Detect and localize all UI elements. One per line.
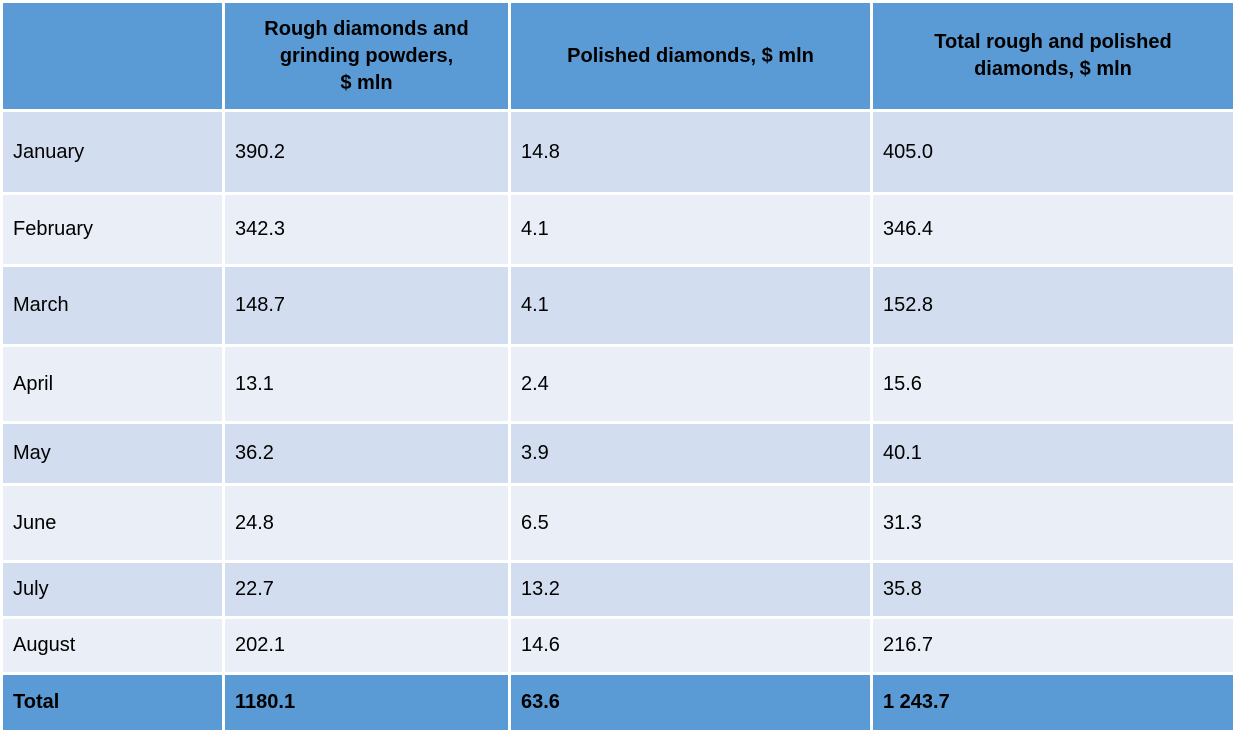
header-rough: Rough diamonds and grinding powders, $ m… xyxy=(222,0,511,112)
table-row: May 36.2 3.9 40.1 xyxy=(0,421,1236,486)
header-month xyxy=(0,0,225,112)
total-cell: 31.3 xyxy=(870,483,1236,563)
total-cell: 35.8 xyxy=(870,560,1236,619)
rough-cell: 13.1 xyxy=(222,344,511,424)
month-cell: July xyxy=(0,560,225,619)
polished-cell: 4.1 xyxy=(508,264,873,347)
rough-cell: 342.3 xyxy=(222,192,511,267)
total-rough: 1180.1 xyxy=(222,672,511,733)
month-cell: February xyxy=(0,192,225,267)
total-cell: 405.0 xyxy=(870,109,1236,195)
month-cell: August xyxy=(0,616,225,675)
table-row: June 24.8 6.5 31.3 xyxy=(0,483,1236,563)
polished-cell: 14.8 xyxy=(508,109,873,195)
month-cell: June xyxy=(0,483,225,563)
rough-cell: 148.7 xyxy=(222,264,511,347)
total-cell: 346.4 xyxy=(870,192,1236,267)
total-row: Total 1180.1 63.6 1 243.7 xyxy=(0,672,1236,733)
table-row: April 13.1 2.4 15.6 xyxy=(0,344,1236,424)
header-total-line-1: Total rough and polished xyxy=(934,31,1172,53)
table-row: February 342.3 4.1 346.4 xyxy=(0,192,1236,267)
table-row: July 22.7 13.2 35.8 xyxy=(0,560,1236,619)
rough-cell: 202.1 xyxy=(222,616,511,675)
total-total: 1 243.7 xyxy=(870,672,1236,733)
total-polished: 63.6 xyxy=(508,672,873,733)
total-cell: 216.7 xyxy=(870,616,1236,675)
header-polished: Polished diamonds, $ mln xyxy=(508,0,873,112)
table-row: January 390.2 14.8 405.0 xyxy=(0,109,1236,195)
polished-cell: 6.5 xyxy=(508,483,873,563)
total-cell: 152.8 xyxy=(870,264,1236,347)
polished-cell: 13.2 xyxy=(508,560,873,619)
total-cell: 15.6 xyxy=(870,344,1236,424)
polished-cell: 4.1 xyxy=(508,192,873,267)
header-rough-line-1: Rough diamonds and xyxy=(264,17,469,40)
header-total-line-2: diamonds, $ mln xyxy=(974,58,1132,80)
month-cell: January xyxy=(0,109,225,195)
polished-cell: 3.9 xyxy=(508,421,873,486)
polished-cell: 2.4 xyxy=(508,344,873,424)
rough-cell: 22.7 xyxy=(222,560,511,619)
header-total: Total rough and polished diamonds, $ mln xyxy=(870,0,1236,112)
header-rough-line-3: $ mln xyxy=(340,71,393,94)
total-cell: 40.1 xyxy=(870,421,1236,486)
table-row: August 202.1 14.6 216.7 xyxy=(0,616,1236,675)
polished-cell: 14.6 xyxy=(508,616,873,675)
month-cell: April xyxy=(0,344,225,424)
header-rough-line-2: grinding powders, xyxy=(279,44,454,67)
header-row: Rough diamonds and grinding powders, $ m… xyxy=(0,0,1236,112)
month-cell: May xyxy=(0,421,225,486)
total-label: Total xyxy=(0,672,225,733)
rough-cell: 24.8 xyxy=(222,483,511,563)
table-row: March 148.7 4.1 152.8 xyxy=(0,264,1236,347)
rough-cell: 36.2 xyxy=(222,421,511,486)
month-cell: March xyxy=(0,264,225,347)
rough-cell: 390.2 xyxy=(222,109,511,195)
